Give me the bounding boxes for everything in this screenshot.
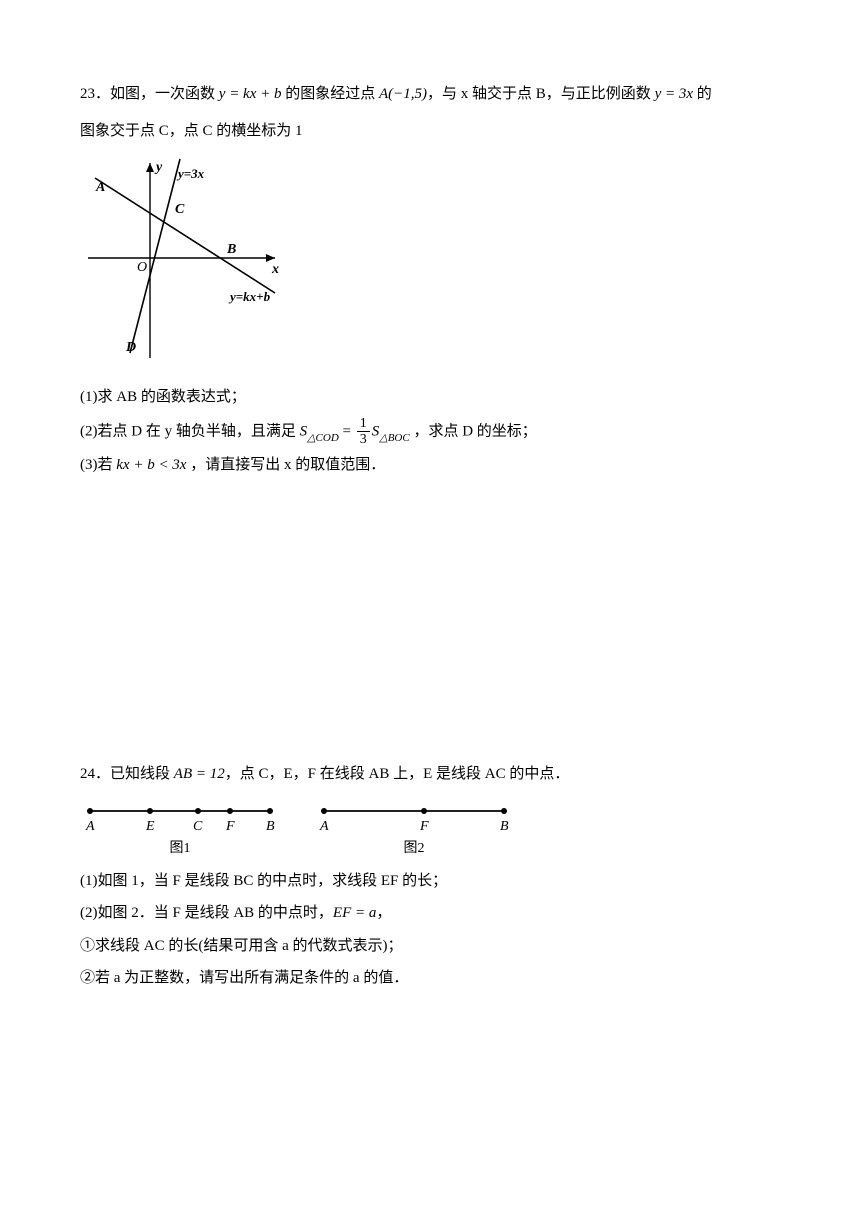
frac-num: 1 xyxy=(357,416,370,432)
sub-1: (1)如图 1，当 F 是线段 BC 的中点时，求线段 EF 的长； xyxy=(80,867,780,896)
pt-label: B xyxy=(266,819,275,834)
sub-2-2: ②若 a 为正整数，请写出所有满足条件的 a 的值． xyxy=(80,964,780,993)
sub-3: (3)若 kx + b < 3x ，请直接写出 x 的取值范围． xyxy=(80,451,780,480)
point-b-label: B xyxy=(226,242,236,257)
sub-text: (3)若 xyxy=(80,457,116,473)
figure-2: A F B 图2 xyxy=(314,796,514,863)
stem-text: 的 xyxy=(693,86,712,102)
S-var: S xyxy=(300,423,308,439)
point-c-label: C xyxy=(175,202,185,217)
sub-text: ①求线段 AC 的长(结果可用含 a 的代数式表示)； xyxy=(80,938,403,954)
stem-text: ，点 C，E，F 在线段 AB 上，E 是线段 AC 的中点． xyxy=(225,766,570,782)
sub-text: ， xyxy=(376,905,391,921)
fig2-caption: 图2 xyxy=(404,836,425,863)
frac-den: 3 xyxy=(357,432,370,447)
ab-eq: AB = 12 xyxy=(174,766,225,782)
line-segment-2: A F B xyxy=(314,796,514,836)
equation: y = kx + b xyxy=(219,86,282,102)
fig1-caption: 图1 xyxy=(170,836,191,863)
line2-label: y=kx+b xyxy=(228,289,271,304)
problem-23-stem-line2: 图象交于点 C，点 C 的横坐标为 1 xyxy=(80,117,780,146)
eq-sign: = xyxy=(339,423,355,439)
problem-number: 24． xyxy=(80,766,110,782)
sub-text: ②若 a 为正整数，请写出所有满足条件的 a 的值． xyxy=(80,970,408,986)
problem-24: 24．已知线段 AB = 12，点 C，E，F 在线段 AB 上，E 是线段 A… xyxy=(80,760,780,993)
stem-text: 图象交于点 C，点 C 的横坐标为 1 xyxy=(80,123,303,139)
spacer xyxy=(80,520,780,760)
sub-text: (2)如图 2．当 F 是线段 AB 的中点时， xyxy=(80,905,333,921)
sub-2-1: ①求线段 AC 的长(结果可用含 a 的代数式表示)； xyxy=(80,932,780,961)
sub-text: ，请直接写出 x 的取值范围． xyxy=(186,457,385,473)
sub-text: ，求点 D 的坐标； xyxy=(410,423,537,439)
line1-label: y=3x xyxy=(176,166,205,181)
figure-1: A E C F B 图1 xyxy=(80,796,280,863)
pt-label: B xyxy=(500,819,509,834)
pt-label: A xyxy=(85,819,95,834)
sub-2: (2)如图 2．当 F 是线段 AB 的中点时，EF = a， xyxy=(80,899,780,928)
sub-text: (1)求 AB 的函数表达式； xyxy=(80,389,246,405)
line-segment-1: A E C F B xyxy=(80,796,280,836)
graph-figure: y x O A B C D y=3x y=kx+b xyxy=(80,153,780,373)
problem-23: 23．如图，一次函数 y = kx + b 的图象经过点 A(−1,5)，与 x… xyxy=(80,80,780,480)
coordinate-graph: y x O A B C D y=3x y=kx+b xyxy=(80,153,290,373)
problem-24-stem: 24．已知线段 AB = 12，点 C，E，F 在线段 AB 上，E 是线段 A… xyxy=(80,760,780,789)
sub-1: (1)求 AB 的函数表达式； xyxy=(80,383,780,412)
pt-label: C xyxy=(193,819,203,834)
point-d-label: D xyxy=(125,340,136,355)
fraction: 13 xyxy=(357,416,370,448)
axis-x-label: x xyxy=(271,262,279,277)
sub-text: (1)如图 1，当 F 是线段 BC 的中点时，求线段 EF 的长； xyxy=(80,873,447,889)
equation: y = 3x xyxy=(655,86,693,102)
sub-cod: △COD xyxy=(307,432,339,444)
problem-number: 23． xyxy=(80,86,110,102)
pt-label: F xyxy=(419,819,429,834)
sub-boc: △BOC xyxy=(379,432,409,444)
pt-label: F xyxy=(225,819,235,834)
stem-text: 如图，一次函数 xyxy=(110,86,219,102)
stem-text: 已知线段 xyxy=(110,766,174,782)
sub-text: (2)若点 D 在 y 轴负半轴，且满足 xyxy=(80,423,300,439)
ef-eq: EF = a xyxy=(333,905,376,921)
origin-label: O xyxy=(137,260,147,275)
point-a-label: A xyxy=(95,180,105,195)
axis-y-label: y xyxy=(154,160,163,175)
pt-label: E xyxy=(145,819,155,834)
stem-text: 的图象经过点 xyxy=(282,86,380,102)
pt-label: A xyxy=(319,819,329,834)
sub-2: (2)若点 D 在 y 轴负半轴，且满足 S△COD = 13S△BOC ，求点… xyxy=(80,416,780,448)
problem-23-stem: 23．如图，一次函数 y = kx + b 的图象经过点 A(−1,5)，与 x… xyxy=(80,80,780,109)
inequality: kx + b < 3x xyxy=(116,457,186,473)
stem-text: ，与 x 轴交于点 B，与正比例函数 xyxy=(427,86,655,102)
figure-row: A E C F B 图1 A F B 图2 xyxy=(80,796,780,863)
point-a: A(−1,5) xyxy=(379,86,427,102)
